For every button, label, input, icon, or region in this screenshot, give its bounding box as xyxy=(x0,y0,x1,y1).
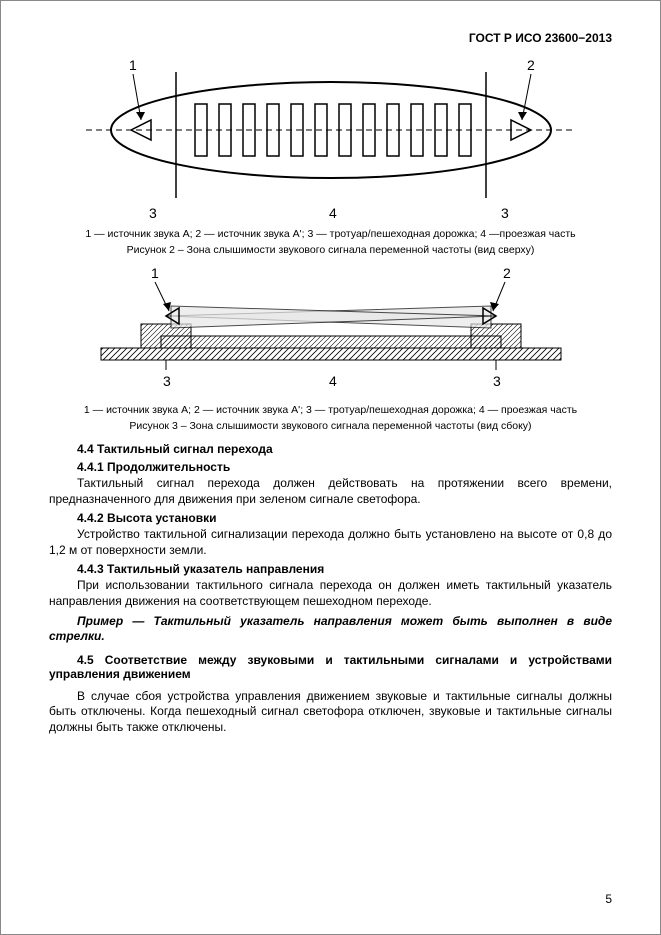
fig2-label-3-right: 3 xyxy=(501,205,509,220)
fig3-label-3-right: 3 xyxy=(493,373,501,389)
figure-3-svg: 1 2 3 4 3 xyxy=(71,266,591,396)
figure-3-legend: 1 — источник звука А; 2 — источник звука… xyxy=(49,404,612,416)
page: ГОСТ Р ИСО 23600−2013 xyxy=(0,0,661,935)
section-4-5-title: 4.5 Соответствие между звуковыми и такти… xyxy=(49,653,612,681)
section-4-4-3-title: 4.4.3 Тактильный указатель направления xyxy=(49,562,612,576)
fig3-label-3-left: 3 xyxy=(163,373,171,389)
page-number: 5 xyxy=(605,892,612,906)
section-4-4-1-body: Тактильный сигнал перехода должен действ… xyxy=(49,476,612,507)
section-4-4-2-body: Устройство тактильной сигнализации перех… xyxy=(49,527,612,558)
section-4-4-title: 4.4 Тактильный сигнал перехода xyxy=(49,442,612,456)
fig2-label-4: 4 xyxy=(329,205,337,220)
section-4-4-1-title: 4.4.1 Продолжительность xyxy=(49,460,612,474)
figure-3-caption: Рисунок 3 – Зона слышимости звукового си… xyxy=(49,420,612,432)
figure-2-legend: 1 — источник звука А; 2 — источник звука… xyxy=(49,228,612,240)
figure-2: 1 2 3 4 3 1 — источник звука А; 2 — исто… xyxy=(49,60,612,256)
figure-2-caption: Рисунок 2 – Зона слышимости звукового си… xyxy=(49,244,612,256)
section-4-4-3-example: Пример — Тактильный указатель направлени… xyxy=(49,614,612,645)
fig2-callout-1: 1 xyxy=(129,60,137,73)
fig2-label-3-left: 3 xyxy=(149,205,157,220)
section-4-5-body: В случае сбоя устройства управления движ… xyxy=(49,689,612,736)
fig2-callout-2: 2 xyxy=(527,60,535,73)
section-4-4-3-body: При использовании тактильного сигнала пе… xyxy=(49,578,612,609)
figure-3: 1 2 3 4 3 1 — источник звука А; 2 — исто… xyxy=(49,266,612,432)
fig3-label-4: 4 xyxy=(329,373,337,389)
figure-2-svg: 1 2 3 4 3 xyxy=(71,60,591,220)
fig3-callout-2: 2 xyxy=(503,266,511,281)
section-4-4-2-title: 4.4.2 Высота установки xyxy=(49,511,612,525)
document-id: ГОСТ Р ИСО 23600−2013 xyxy=(49,31,612,45)
fig3-callout-1: 1 xyxy=(151,266,159,281)
